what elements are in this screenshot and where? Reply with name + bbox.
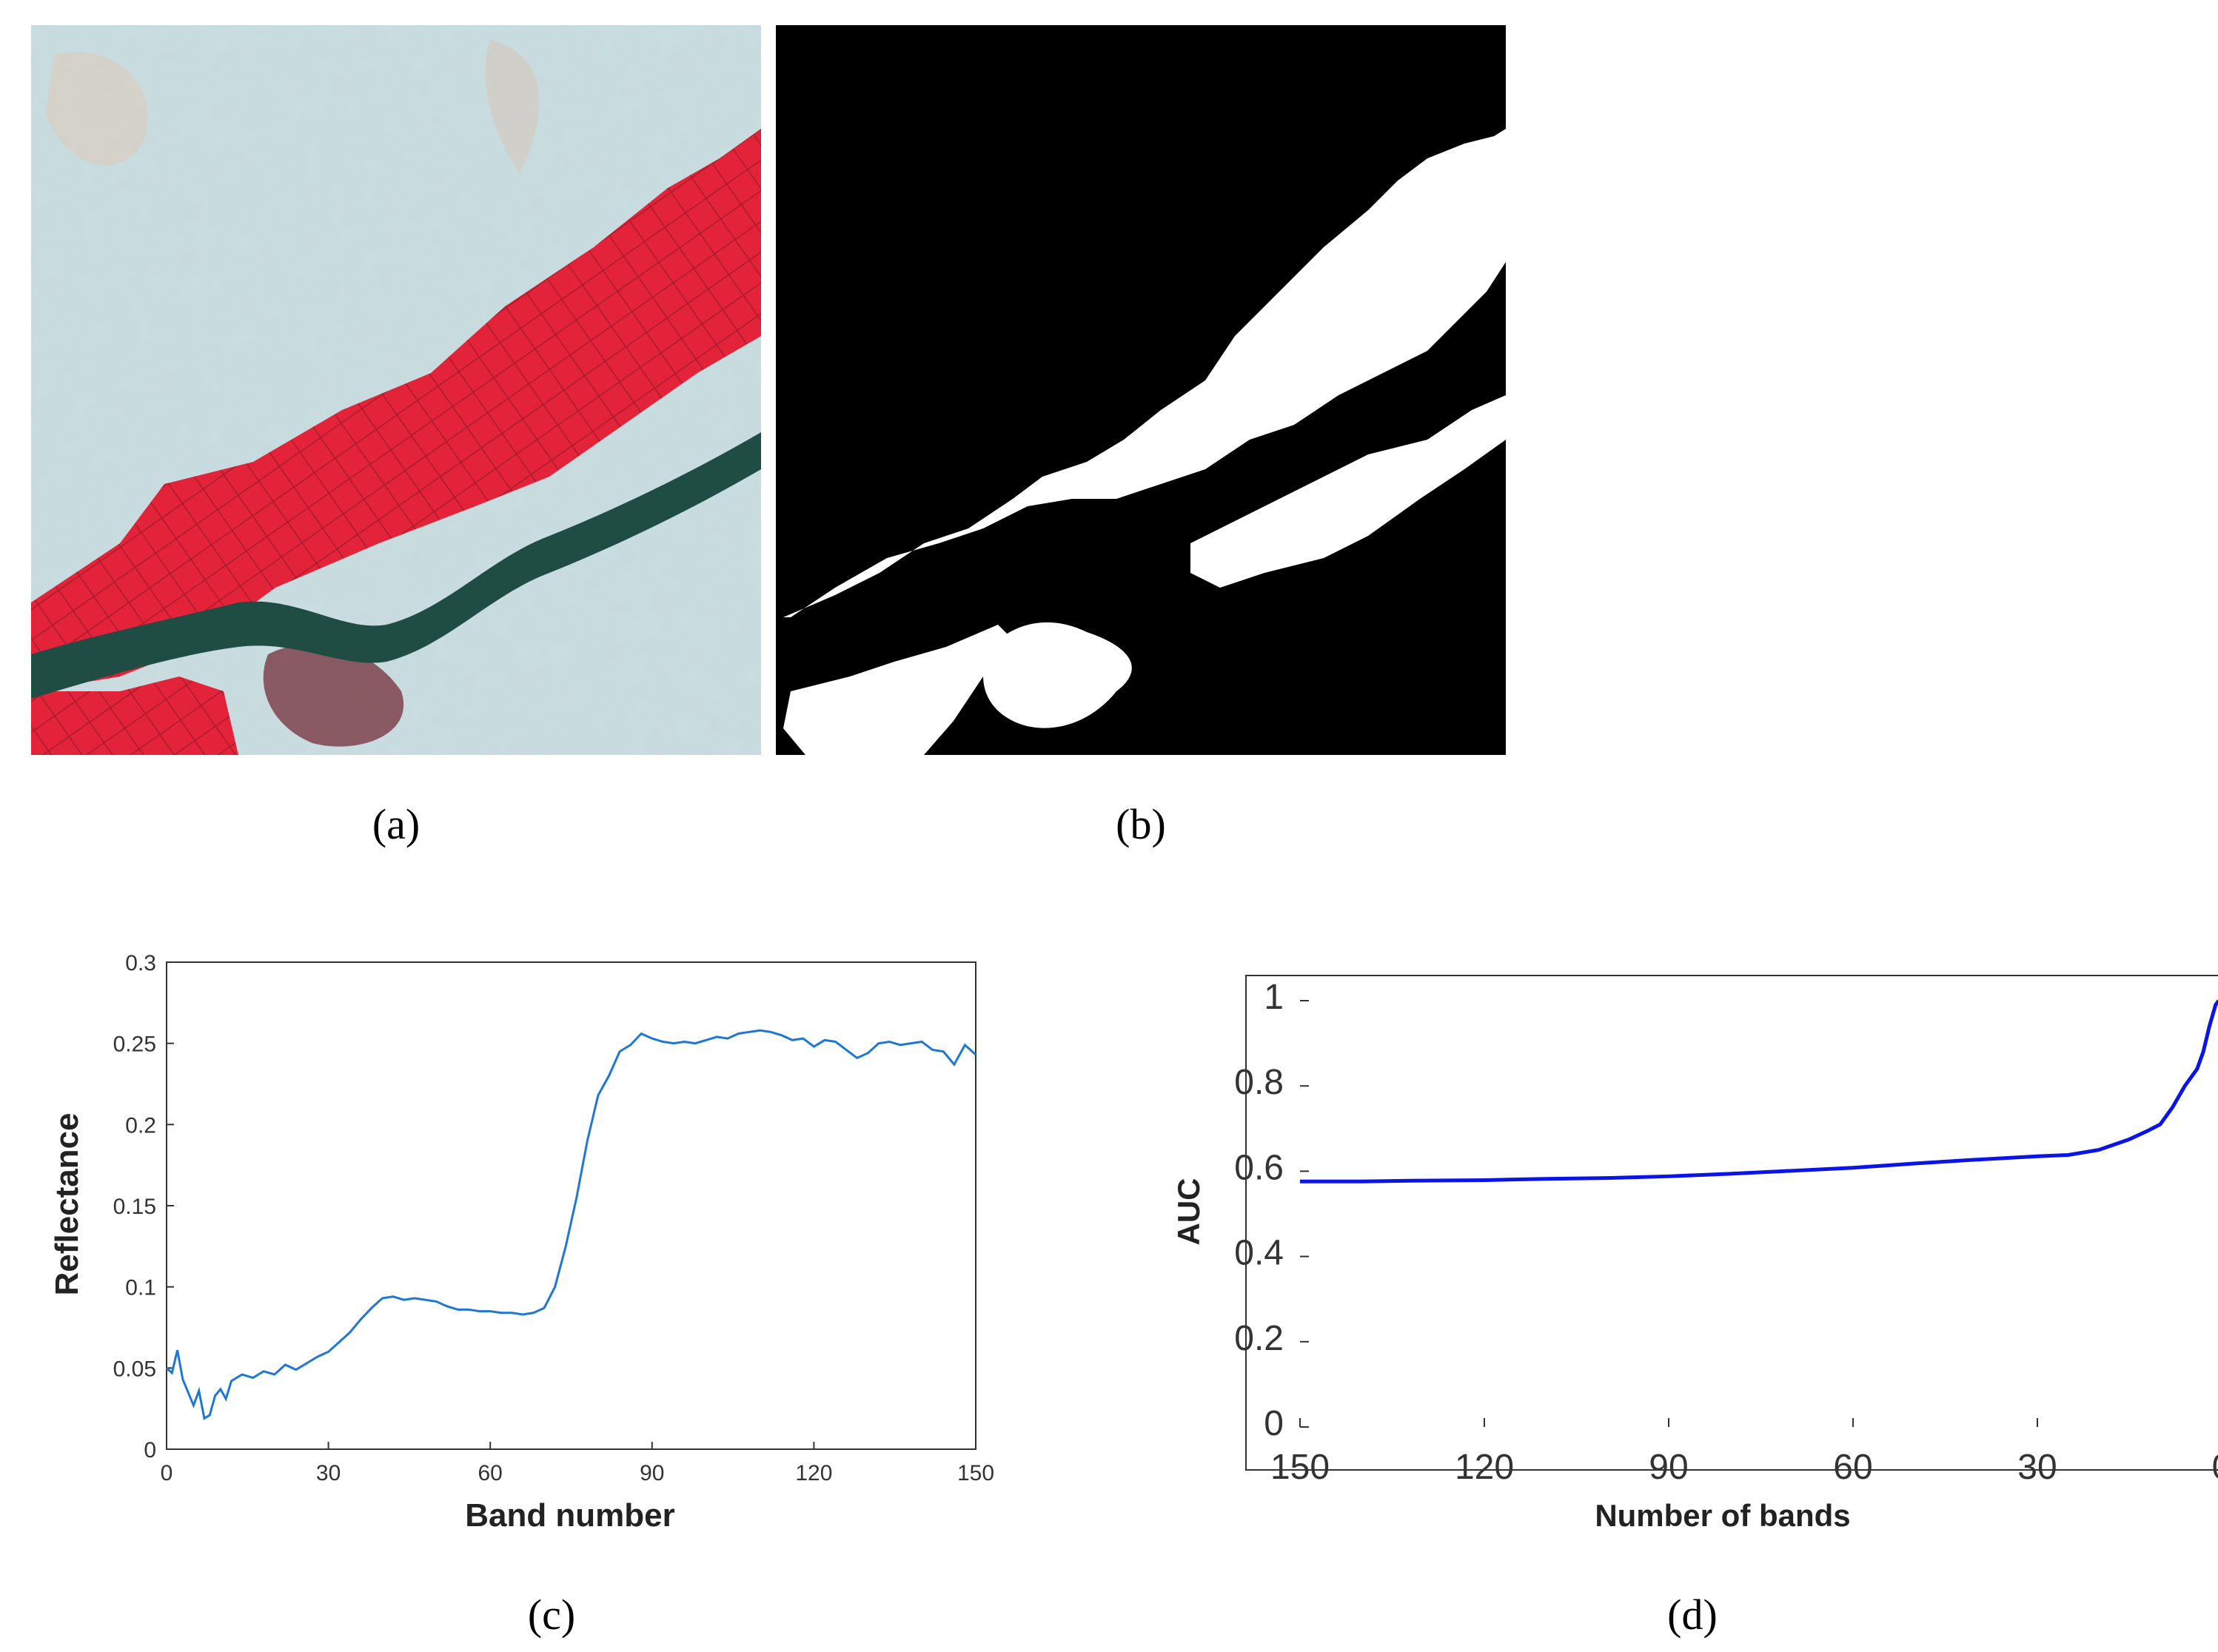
- dark-soil-patch: [263, 644, 404, 747]
- sand-patch: [46, 52, 148, 166]
- y-axis-label: Reflectance: [49, 1112, 85, 1295]
- field-grid: [31, 129, 761, 691]
- y-tick-label: 0.2: [1234, 1319, 1284, 1358]
- y-tick-label: 0.6: [1234, 1148, 1284, 1187]
- x-tick-label: 60: [478, 1461, 503, 1485]
- y-tick-label: 0.05: [113, 1357, 156, 1381]
- x-axis-label: Number of bands: [1595, 1498, 1850, 1533]
- x-tick-label: 150: [957, 1461, 994, 1485]
- sand-patch: [485, 40, 540, 173]
- x-tick-label: 120: [795, 1461, 832, 1485]
- x-tick-label: 0: [161, 1461, 173, 1485]
- y-tick-label: 0.2: [125, 1113, 156, 1138]
- x-tick-label: 60: [1833, 1448, 1872, 1487]
- y-tick-label: 0.8: [1234, 1063, 1284, 1102]
- plot-frame: [1245, 975, 2218, 1471]
- y-tick-label: 0.3: [125, 951, 156, 976]
- mask-region: [783, 625, 1013, 755]
- mask-region-main: [783, 129, 1506, 617]
- binary-mask: [776, 25, 1506, 755]
- auc-line: [1300, 999, 2218, 1183]
- mask-region: [1190, 395, 1506, 588]
- y-tick-label: 0.4: [1234, 1234, 1284, 1273]
- y-tick-label: 0.15: [113, 1195, 156, 1219]
- reflectance-chart: Reflectance Band number 0 30 60 90 120 150 0 0.…: [49, 951, 994, 1534]
- y-tick-label: 0.25: [113, 1032, 156, 1057]
- caption-b: (b): [1116, 800, 1166, 848]
- x-tick-label: 30: [316, 1461, 341, 1485]
- x-tick-label: 90: [1649, 1448, 1688, 1487]
- field-grid: [31, 676, 238, 755]
- satellite-image-panel: [31, 25, 761, 755]
- caption-c: (c): [527, 1591, 576, 1639]
- caption-d: (d): [1667, 1591, 1718, 1639]
- caption-a: (a): [372, 800, 421, 848]
- river: [31, 432, 761, 699]
- y-tick-label: 0.1: [125, 1276, 156, 1300]
- mask-background: [776, 25, 1506, 755]
- mask-region: [983, 622, 1132, 728]
- y-tick-label: 0: [1264, 1404, 1284, 1443]
- auc-chart: AUC Number of bands 150 120 90 60 30 0 0 0.2 0.4…: [1171, 975, 2218, 1533]
- y-tick-label: 1: [1264, 978, 1284, 1017]
- reflectance-line: [165, 1029, 977, 1420]
- x-tick-label: 30: [2017, 1448, 2057, 1487]
- x-tick-label: 120: [1455, 1448, 1514, 1487]
- plot-frame: [166, 961, 976, 1450]
- x-tick-label: 150: [1270, 1448, 1330, 1487]
- x-axis-label: Band number: [465, 1497, 675, 1534]
- satellite-image: [31, 25, 761, 755]
- binary-mask-panel: [776, 25, 1506, 755]
- x-tick-label: 0: [2212, 1448, 2218, 1487]
- x-tick-label: 90: [640, 1461, 664, 1485]
- y-tick-label: 0: [144, 1438, 156, 1463]
- y-axis-label: AUC: [1171, 1178, 1206, 1246]
